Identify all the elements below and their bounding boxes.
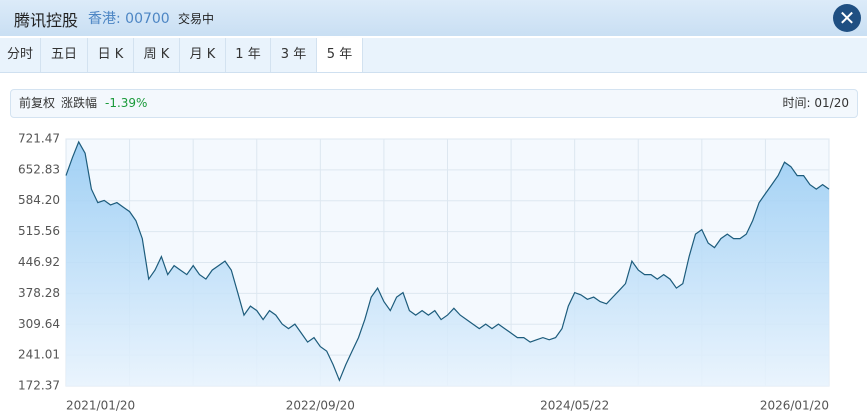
tab[interactable]: 月 K — [180, 38, 226, 72]
close-button[interactable]: ✕ — [833, 4, 861, 32]
area — [66, 141, 829, 386]
change-label: 涨跌幅 — [61, 96, 98, 110]
x-tick-label: 2024/05/22 — [540, 399, 609, 413]
x-tick-label: 2021/01/20 — [66, 399, 135, 413]
tab[interactable]: 五日 — [41, 38, 88, 72]
tab[interactable]: 1 年 — [226, 38, 271, 72]
y-tick-label: 652.83 — [18, 162, 60, 176]
y-tick-label: 172.37 — [18, 379, 60, 393]
y-tick-label: 446.92 — [18, 255, 60, 269]
y-tick-label: 378.28 — [18, 286, 60, 300]
tab[interactable]: 周 K — [134, 38, 180, 72]
y-tick-label: 584.20 — [18, 193, 60, 207]
adjust: 前复权 — [19, 96, 56, 110]
change: -1.39% — [105, 96, 148, 110]
y-tick-label: 309.64 — [18, 317, 60, 331]
time: 时间: 01/20 — [782, 96, 849, 110]
tab[interactable]: 5 年 — [317, 38, 363, 72]
y-tick-label: 721.47 — [18, 132, 60, 146]
tab[interactable]: 3 年 — [271, 38, 317, 72]
y-tick-label: 515.56 — [18, 224, 60, 238]
info-bar: 前复权 涨跌幅 -1.39% 时间: 01/20 — [10, 89, 858, 118]
status: 交易中 — [178, 12, 215, 26]
chart: 172.37 241.01 309.64 378.28 446.92 515.56 584.… — [18, 132, 830, 413]
y-tick-label: 241.01 — [18, 348, 60, 362]
x-tick-label: 2022/09/20 — [286, 399, 355, 413]
x-tick-label: 2026/01/20 — [760, 399, 829, 413]
price-line — [65, 140, 830, 382]
title: 腾讯控股 — [14, 11, 79, 30]
header: 腾讯控股 香港: 00700 交易中 ✕ — [0, 0, 867, 36]
market: 香港: 00700 — [88, 11, 170, 27]
tab[interactable]: 日 K — [88, 38, 134, 72]
tab[interactable]: 分时 — [0, 38, 41, 72]
